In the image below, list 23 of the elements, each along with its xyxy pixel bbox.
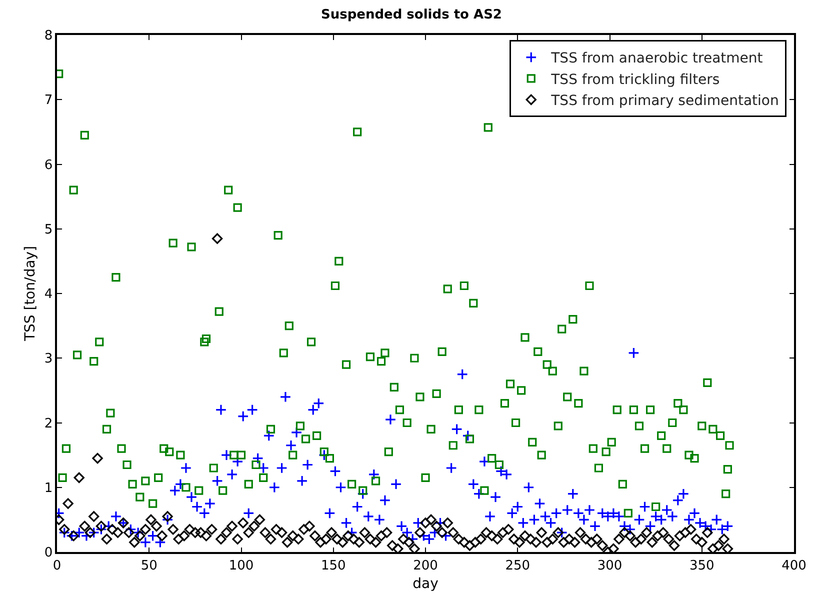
x-tick-label: 150: [320, 558, 346, 574]
y-tick-label: 3: [44, 352, 53, 367]
y-tick-label: 2: [44, 416, 53, 432]
chart-title: Suspended solids to AS2: [321, 7, 502, 22]
y-tick-label: 5: [44, 222, 53, 238]
x-tick-label: 300: [597, 558, 622, 574]
x-tick-label: 50: [140, 558, 158, 574]
x-tick-label: 350: [689, 558, 714, 574]
x-axis-title: day: [412, 576, 438, 592]
y-tick-label: 8: [44, 28, 53, 44]
y-tick-label: 0: [44, 546, 53, 561]
y-tick-label: 1: [44, 480, 53, 496]
y-tick-label: 4: [44, 287, 53, 302]
x-tick-label: 400: [782, 558, 806, 574]
legend-label: TSS from anaerobic treatment: [550, 50, 764, 67]
y-axis-title: TSS [ton/day]: [22, 246, 38, 342]
y-tick-label: 6: [44, 158, 53, 173]
x-tick-label: 200: [413, 558, 438, 574]
x-tick-label: 100: [228, 558, 254, 574]
x-tick-label: 250: [505, 558, 530, 574]
y-tick-label: 7: [44, 93, 53, 108]
legend-label: TSS from trickling filters: [550, 72, 720, 88]
legend-label: TSS from primary sedimentation: [550, 93, 779, 110]
